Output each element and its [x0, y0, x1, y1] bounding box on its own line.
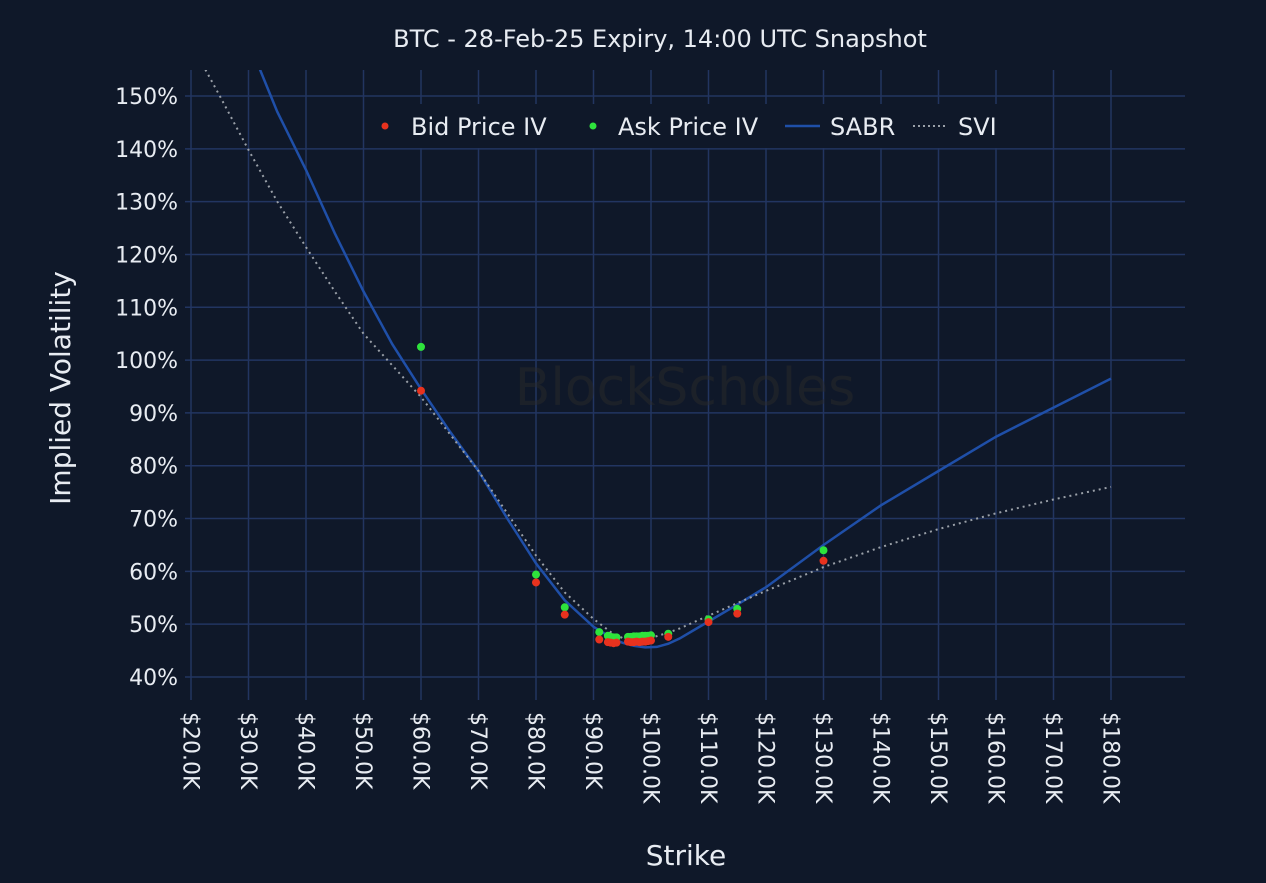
x-tick-label: $80.0K [522, 712, 547, 790]
bid-iv-point [560, 610, 569, 619]
series-layer [204, 70, 1112, 649]
watermark-logo: BlockScholes [515, 358, 856, 418]
x-tick-label: $130.0K [810, 712, 835, 804]
legend-bid-label[interactable]: Bid Price IV [411, 113, 547, 141]
x-tick-label: $60.0K [407, 712, 432, 790]
y-tick-label: 70% [129, 508, 178, 533]
x-tick-label: $100.0K [637, 712, 662, 804]
x-tick-label: $70.0K [465, 712, 490, 790]
bid-iv-point [532, 578, 540, 587]
y-tick-label: 130% [115, 191, 178, 216]
x-tick-label: $20.0K [177, 712, 202, 790]
svi-curve [204, 70, 1112, 642]
bid-iv-point [612, 638, 621, 647]
y-tick-label: 100% [115, 349, 178, 374]
x-tick-label: $180.0K [1097, 712, 1122, 804]
legend-background [365, 104, 1015, 148]
x-tick-label: $110.0K [695, 712, 720, 804]
ask-iv-point [560, 603, 569, 612]
bid-iv-point [664, 632, 673, 641]
bid-iv-point [704, 618, 713, 627]
y-tick-label: 90% [129, 402, 178, 427]
x-tick-label: $140.0K [867, 712, 892, 804]
x-tick-label: $120.0K [752, 712, 777, 804]
grid [185, 70, 1185, 700]
ask-iv-point [532, 570, 540, 579]
bid-iv-point [417, 386, 425, 395]
tick-labels: $20.0K $30.0K $40.0K $50.0K $60.0K $70.0K $80.… [115, 85, 1122, 804]
x-tick-label: $90.0K [580, 712, 605, 790]
x-tick-label: $170.0K [1040, 712, 1065, 804]
legend: Bid Price IV Ask Price IV SABR SVI [365, 104, 1015, 148]
x-tick-label: $150.0K [925, 712, 950, 804]
ask-iv-point [417, 342, 425, 351]
y-tick-label: 120% [115, 243, 178, 268]
bid-iv-point [819, 556, 828, 565]
y-tick-label: 50% [129, 613, 178, 638]
sabr-curve [258, 70, 1112, 649]
bid-iv-point [647, 636, 655, 645]
x-tick-label: $40.0K [292, 712, 317, 790]
y-tick-label: 40% [129, 666, 178, 691]
x-tick-label: $30.0K [235, 712, 260, 790]
legend-ask-marker [589, 122, 597, 130]
y-tick-label: 110% [115, 296, 178, 321]
ask-iv-point [595, 628, 604, 637]
chart-title: BTC - 28-Feb-25 Expiry, 14:00 UTC Snapsh… [393, 25, 927, 53]
x-axis-label: Strike [646, 839, 727, 872]
bid-iv-point [595, 635, 604, 644]
y-tick-label: 60% [129, 560, 178, 585]
legend-bid-marker [381, 122, 389, 130]
y-tick-label: 140% [115, 138, 178, 163]
ask-iv-point [819, 546, 828, 555]
legend-sabr-label[interactable]: SABR [830, 113, 895, 141]
bid-iv-point [733, 609, 742, 618]
legend-ask-label[interactable]: Ask Price IV [618, 113, 759, 141]
x-tick-label: $160.0K [982, 712, 1007, 804]
y-axis-label: Implied Volatility [44, 271, 77, 505]
legend-svi-label[interactable]: SVI [958, 113, 997, 141]
x-tick-label: $50.0K [350, 712, 375, 790]
y-tick-label: 80% [129, 455, 178, 480]
y-tick-label: 150% [115, 85, 178, 110]
